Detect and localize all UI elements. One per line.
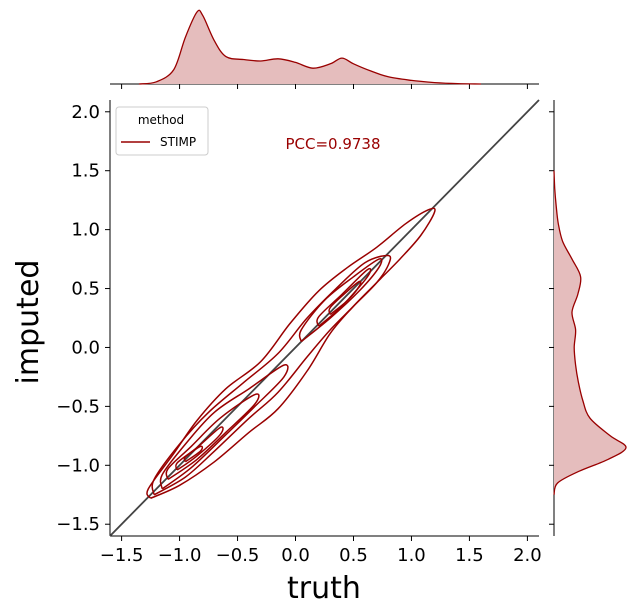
- x-axis-ticks: −1.5 −1.0 −0.5 0.0 0.5 1.0 1.5 2.0: [100, 536, 542, 566]
- kde-contour: [151, 254, 392, 496]
- right-marginal-fill: [554, 170, 627, 495]
- y-tick-label: 1.5: [71, 161, 100, 182]
- y-tick-label: 2.0: [71, 102, 100, 123]
- legend-title: method: [138, 113, 184, 127]
- y-axis-ticks: −1.5 −1.0 −0.5 0.0 0.5 1.0 1.5 2.0: [56, 102, 110, 535]
- kde-contour: [183, 445, 204, 463]
- x-tick-label: 1.0: [397, 545, 426, 566]
- y-tick-label: −1.5: [56, 514, 100, 535]
- top-marginal-fill: [139, 10, 481, 85]
- y-axis-label: imputed: [11, 260, 46, 385]
- kde-contour: [159, 364, 289, 490]
- y-tick-label: −1.0: [56, 455, 100, 476]
- y-tick-label: 0.0: [71, 337, 100, 358]
- kde-contour: [298, 258, 383, 343]
- x-tick-label: −1.5: [100, 545, 144, 566]
- kde-contour: [146, 207, 436, 499]
- x-tick-label: 0.5: [339, 545, 368, 566]
- y-tick-label: −0.5: [56, 396, 100, 417]
- legend-box: [115, 106, 209, 156]
- right-marginal-kde: [549, 100, 627, 536]
- kde-contours: [146, 207, 436, 499]
- top-marginal-curve: [138, 9, 482, 85]
- kde-contour: [175, 426, 224, 471]
- identity-line: [109, 99, 540, 537]
- legend: method STIMP: [115, 106, 209, 156]
- x-tick-label: 1.5: [455, 545, 484, 566]
- pcc-annotation: PCC=0.9738: [285, 135, 380, 153]
- x-tick-label: 2.0: [513, 545, 542, 566]
- y-tick-label: 0.5: [71, 279, 100, 300]
- x-tick-label: −0.5: [216, 545, 260, 566]
- legend-label-stimp: STIMP: [160, 135, 196, 149]
- x-tick-label: 0.0: [281, 545, 310, 566]
- x-tick-label: −1.0: [158, 545, 202, 566]
- top-marginal-kde: [110, 9, 539, 89]
- y-tick-label: 1.0: [71, 220, 100, 241]
- right-marginal-curve: [553, 170, 627, 495]
- kde-contour: [328, 280, 362, 316]
- kde-contour: [165, 393, 260, 481]
- x-axis-label: truth: [287, 571, 361, 606]
- main-axes: [109, 99, 540, 537]
